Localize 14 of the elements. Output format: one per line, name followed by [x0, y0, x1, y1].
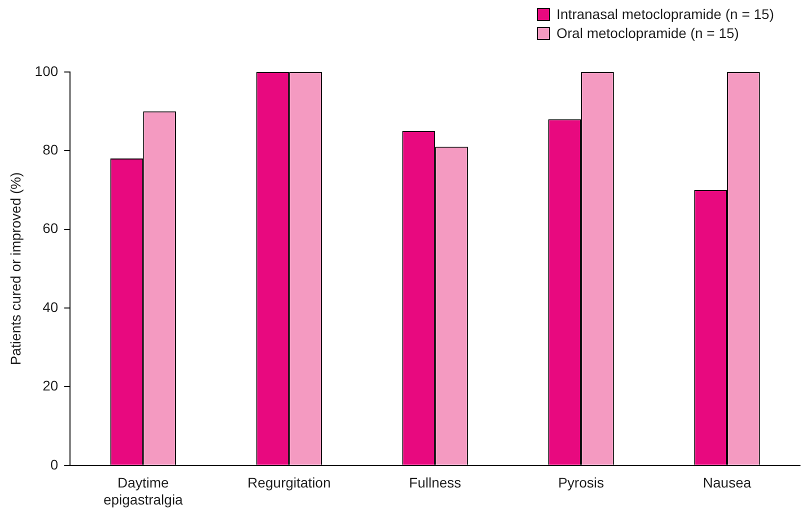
- y-tick-label: 20: [42, 378, 58, 394]
- x-tick-label: Regurgitation: [247, 474, 331, 491]
- y-tick-label: 0: [50, 456, 58, 472]
- y-tick-label: 80: [42, 142, 58, 158]
- y-axis-title: Patients cured or improved (%): [7, 172, 24, 366]
- y-tick-label: 40: [42, 298, 58, 315]
- x-tick-label: Fullness: [409, 474, 462, 491]
- x-tick-label: Pyrosis: [558, 474, 604, 491]
- x-tick-label: Daytime epigastralgia: [103, 474, 184, 508]
- y-tick-label: 60: [42, 220, 58, 236]
- legend-label: Oral metoclopramide (n = 15): [556, 24, 739, 43]
- legend-label: Intranasal metoclopramide (n = 15): [556, 5, 774, 24]
- y-tick-label: 100: [34, 62, 58, 79]
- x-tick-label: Nausea: [702, 474, 752, 491]
